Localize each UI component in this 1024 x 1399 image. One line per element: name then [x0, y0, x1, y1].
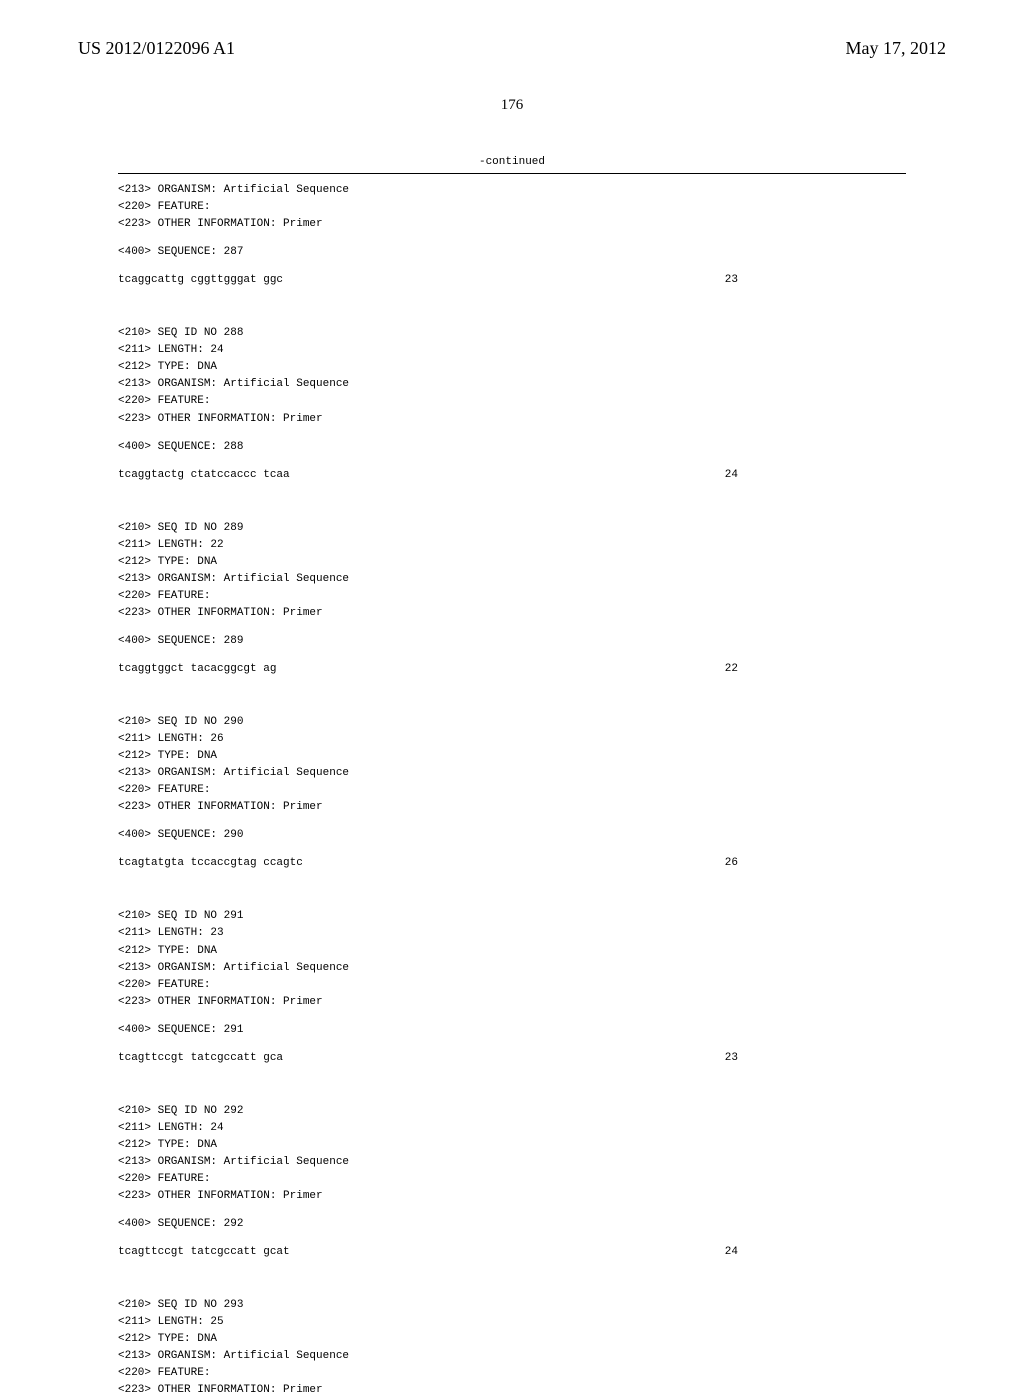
continued-label: -continued [118, 154, 906, 171]
seq-meta-line: <212> TYPE: DNA [118, 359, 906, 376]
seq-meta-line: <220> FEATURE: [118, 393, 906, 410]
seq-data-row: tcaggcattg cggttgggat ggc 23 [118, 272, 738, 289]
seq-label: <400> SEQUENCE: 291 [118, 1022, 906, 1039]
seq-meta-line: <223> OTHER INFORMATION: Primer [118, 411, 906, 428]
sequence-block: <210> SEQ ID NO 293 <211> LENGTH: 25 <21… [118, 1297, 906, 1399]
seq-text: tcaggtactg ctatccaccc tcaa [118, 467, 290, 484]
seq-length: 23 [725, 1050, 738, 1067]
sequence-block: <210> SEQ ID NO 290 <211> LENGTH: 26 <21… [118, 714, 906, 872]
page-header: US 2012/0122096 A1 May 17, 2012 [0, 0, 1024, 67]
seq-label: <400> SEQUENCE: 288 [118, 439, 906, 456]
seq-meta-line: <213> ORGANISM: Artificial Sequence [118, 571, 906, 588]
seq-meta-line: <223> OTHER INFORMATION: Primer [118, 605, 906, 622]
seq-meta-line: <220> FEATURE: [118, 199, 906, 216]
seq-meta-line: <220> FEATURE: [118, 782, 906, 799]
seq-meta-line: <210> SEQ ID NO 290 [118, 714, 906, 731]
seq-data-row: tcaggtactg ctatccaccc tcaa 24 [118, 467, 738, 484]
page-number: 176 [0, 97, 1024, 114]
seq-text: tcaggtggct tacacggcgt ag [118, 661, 276, 678]
seq-meta-line: <212> TYPE: DNA [118, 554, 906, 571]
seq-meta-line: <220> FEATURE: [118, 977, 906, 994]
seq-meta-line: <211> LENGTH: 25 [118, 1314, 906, 1331]
seq-meta-line: <213> ORGANISM: Artificial Sequence [118, 182, 906, 199]
seq-data-row: tcaggtggct tacacggcgt ag 22 [118, 661, 738, 678]
seq-meta-line: <223> OTHER INFORMATION: Primer [118, 216, 906, 233]
seq-label: <400> SEQUENCE: 289 [118, 633, 906, 650]
seq-label: <400> SEQUENCE: 287 [118, 244, 906, 261]
seq-length: 26 [725, 855, 738, 872]
seq-meta-line: <220> FEATURE: [118, 1365, 906, 1382]
seq-meta-line: <210> SEQ ID NO 291 [118, 908, 906, 925]
seq-length: 23 [725, 272, 738, 289]
seq-meta-line: <211> LENGTH: 22 [118, 537, 906, 554]
sequence-block: <210> SEQ ID NO 292 <211> LENGTH: 24 <21… [118, 1103, 906, 1261]
seq-text: tcagtatgta tccaccgtag ccagtc [118, 855, 303, 872]
seq-text: tcagttccgt tatcgccatt gcat [118, 1244, 290, 1261]
seq-meta-line: <213> ORGANISM: Artificial Sequence [118, 765, 906, 782]
seq-meta-line: <211> LENGTH: 24 [118, 342, 906, 359]
seq-data-row: tcagtatgta tccaccgtag ccagtc 26 [118, 855, 738, 872]
sequence-block: <213> ORGANISM: Artificial Sequence <220… [118, 182, 906, 289]
sequence-block: <210> SEQ ID NO 291 <211> LENGTH: 23 <21… [118, 908, 906, 1066]
seq-length: 24 [725, 1244, 738, 1261]
seq-meta-line: <212> TYPE: DNA [118, 943, 906, 960]
seq-meta-line: <212> TYPE: DNA [118, 1331, 906, 1348]
seq-meta-line: <213> ORGANISM: Artificial Sequence [118, 1348, 906, 1365]
seq-meta-line: <210> SEQ ID NO 293 [118, 1297, 906, 1314]
seq-length: 24 [725, 467, 738, 484]
sequence-listing-content: -continued <213> ORGANISM: Artificial Se… [0, 154, 1024, 1399]
divider-line [118, 173, 906, 174]
seq-meta-line: <211> LENGTH: 23 [118, 925, 906, 942]
seq-text: tcagttccgt tatcgccatt gca [118, 1050, 283, 1067]
seq-data-row: tcagttccgt tatcgccatt gca 23 [118, 1050, 738, 1067]
sequence-block: <210> SEQ ID NO 289 <211> LENGTH: 22 <21… [118, 520, 906, 678]
publication-number: US 2012/0122096 A1 [78, 38, 235, 59]
seq-meta-line: <223> OTHER INFORMATION: Primer [118, 799, 906, 816]
seq-label: <400> SEQUENCE: 292 [118, 1216, 906, 1233]
seq-meta-line: <220> FEATURE: [118, 588, 906, 605]
seq-data-row: tcagttccgt tatcgccatt gcat 24 [118, 1244, 738, 1261]
seq-length: 22 [725, 661, 738, 678]
sequence-block: <210> SEQ ID NO 288 <211> LENGTH: 24 <21… [118, 325, 906, 483]
seq-meta-line: <212> TYPE: DNA [118, 1137, 906, 1154]
seq-meta-line: <223> OTHER INFORMATION: Primer [118, 1382, 906, 1399]
seq-meta-line: <210> SEQ ID NO 289 [118, 520, 906, 537]
seq-meta-line: <210> SEQ ID NO 288 [118, 325, 906, 342]
seq-meta-line: <213> ORGANISM: Artificial Sequence [118, 376, 906, 393]
seq-meta-line: <212> TYPE: DNA [118, 748, 906, 765]
seq-meta-line: <213> ORGANISM: Artificial Sequence [118, 960, 906, 977]
seq-meta-line: <223> OTHER INFORMATION: Primer [118, 1188, 906, 1205]
seq-meta-line: <211> LENGTH: 24 [118, 1120, 906, 1137]
seq-meta-line: <213> ORGANISM: Artificial Sequence [118, 1154, 906, 1171]
seq-meta-line: <211> LENGTH: 26 [118, 731, 906, 748]
publication-date: May 17, 2012 [846, 38, 947, 59]
seq-meta-line: <220> FEATURE: [118, 1171, 906, 1188]
seq-text: tcaggcattg cggttgggat ggc [118, 272, 283, 289]
seq-label: <400> SEQUENCE: 290 [118, 827, 906, 844]
seq-meta-line: <223> OTHER INFORMATION: Primer [118, 994, 906, 1011]
seq-meta-line: <210> SEQ ID NO 292 [118, 1103, 906, 1120]
